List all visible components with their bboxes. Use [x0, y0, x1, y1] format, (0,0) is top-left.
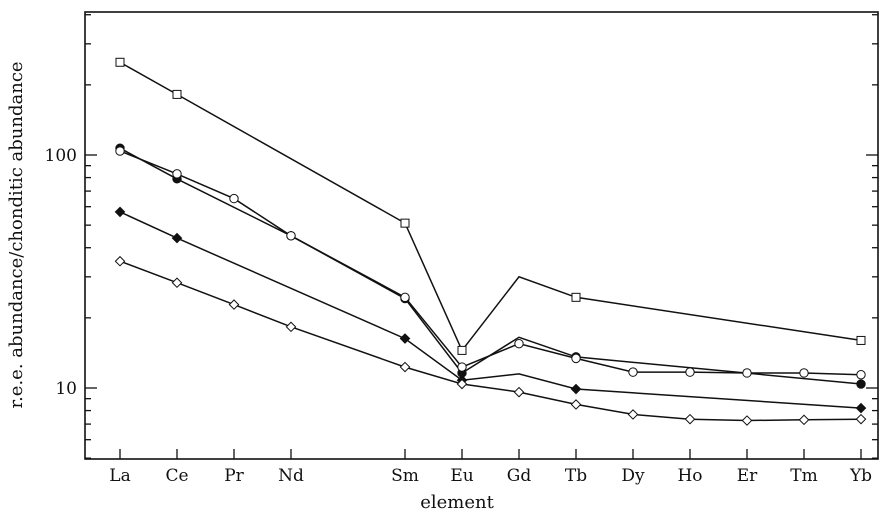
data-point-circle	[685, 367, 695, 377]
data-point-diamond	[513, 386, 525, 398]
series-filled-circle	[115, 143, 866, 389]
series-layer	[114, 57, 867, 426]
series-line	[119, 211, 862, 409]
x-tick-label: Dy	[621, 466, 645, 486]
data-point-diamond	[855, 402, 867, 414]
x-axis-title: element	[420, 492, 494, 513]
data-point-square	[172, 89, 182, 99]
data-point-circle	[172, 169, 182, 179]
data-point-square	[571, 292, 581, 302]
data-point-square	[856, 335, 866, 345]
data-point-diamond	[114, 206, 126, 218]
data-point-circle	[799, 368, 809, 378]
x-tick-label: Er	[737, 466, 758, 486]
x-tick-label: Gd	[507, 466, 532, 486]
data-point-diamond	[684, 413, 696, 425]
x-tick-label: Tm	[790, 466, 817, 486]
data-point-circle	[856, 370, 866, 380]
data-point-diamond	[114, 255, 126, 267]
data-point-square	[115, 57, 125, 67]
data-point-diamond	[741, 415, 753, 426]
series-open-diamond	[114, 255, 867, 426]
x-axis-ticks: La Ce Pr Nd Sm Eu Gd Tb Dy Ho Er Tm Yb	[109, 449, 872, 486]
series-line	[119, 260, 862, 422]
data-point-circle	[286, 231, 296, 241]
data-point-circle	[400, 292, 410, 303]
series-open-square	[115, 57, 866, 355]
series-open-circle	[115, 146, 866, 380]
data-point-diamond	[627, 409, 639, 420]
plot-frame	[84, 11, 879, 460]
data-point-circle	[628, 367, 638, 377]
data-point-diamond	[855, 413, 867, 425]
y-tick-label: 10	[55, 379, 77, 399]
x-tick-label: La	[109, 466, 130, 486]
data-point-diamond	[456, 378, 468, 390]
data-point-square	[400, 218, 410, 228]
data-point-circle	[514, 338, 524, 349]
data-point-diamond	[399, 361, 411, 373]
data-point-circle	[571, 353, 581, 364]
data-point-circle	[856, 379, 866, 389]
x-tick-label: Sm	[391, 466, 419, 486]
data-point-diamond	[798, 414, 810, 426]
x-tick-label: Pr	[224, 466, 244, 486]
data-point-diamond	[171, 232, 183, 244]
data-point-square	[457, 345, 467, 355]
x-tick-label: Yb	[849, 466, 872, 486]
data-point-circle	[457, 362, 467, 372]
x-tick-label: Ho	[677, 466, 702, 486]
data-point-diamond	[285, 321, 297, 333]
y-tick-label: 100	[45, 146, 77, 166]
series-filled-diamond	[114, 206, 867, 414]
data-point-circle	[115, 146, 125, 156]
data-point-diamond	[570, 399, 582, 410]
x-tick-label: Tb	[565, 466, 587, 486]
y-axis-title: r.e.e. abundance/chonditic abundance	[6, 61, 27, 408]
data-point-circle	[742, 368, 752, 378]
data-point-diamond	[570, 383, 582, 395]
x-tick-label: Ce	[165, 466, 188, 486]
data-point-circle	[229, 193, 239, 204]
series-line	[119, 147, 862, 385]
y-axis-ticks: 10 100	[45, 14, 878, 459]
x-tick-label: Nd	[278, 466, 304, 486]
data-point-diamond	[228, 299, 240, 310]
x-tick-label: Eu	[450, 466, 473, 486]
data-point-diamond	[399, 333, 411, 344]
series-line	[119, 150, 862, 376]
data-point-diamond	[171, 277, 183, 289]
